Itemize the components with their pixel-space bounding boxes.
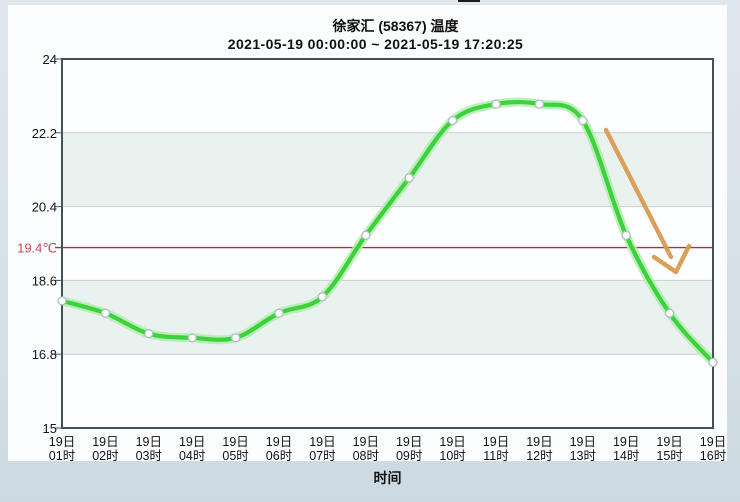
x-tick-label: 19日 05时 [222, 435, 249, 463]
y-tick-label: 20.4 [32, 200, 57, 215]
data-point-marker [361, 230, 371, 240]
data-point-marker [317, 292, 328, 302]
chart-title: 徐家汇 (58367) 温度 [332, 18, 459, 34]
x-tick-label: 19日 03时 [136, 435, 163, 463]
arrow-shaft [603, 127, 674, 260]
threshold-group: 19.4℃ [17, 241, 713, 256]
y-tick-label: 24 [43, 52, 57, 67]
x-tick-label: 19日 12时 [526, 435, 553, 463]
x-tick-label: 19日 15时 [656, 435, 683, 463]
data-point-marker [230, 333, 241, 343]
data-point-marker [708, 357, 718, 368]
y-tick-label: 22.2 [32, 126, 57, 141]
x-tick-label: 19日 01时 [49, 435, 76, 463]
x-tick-label: 19日 06时 [266, 435, 293, 463]
y-axis-grid-and-labels: 24 22.2 20.4 18.6 16.8 15 [32, 52, 713, 436]
plot-frame [61, 58, 714, 429]
y-tick-label: 18.6 [32, 273, 57, 288]
y-tick-label: 16.8 [32, 347, 57, 362]
x-tick-label: 19日 08时 [353, 435, 380, 463]
data-point-marker [534, 99, 545, 109]
data-point-marker [144, 329, 154, 339]
x-tick-label: 19日 07时 [309, 435, 336, 463]
threshold-label: 19.4℃ [17, 241, 57, 256]
chart-time-range-subtitle: 2021-05-19 00:00:00 ~ 2021-05-19 17:20:2… [227, 36, 524, 52]
arrow-head [651, 243, 692, 275]
data-point-markers [57, 99, 718, 368]
x-tick-label: 19日 14时 [613, 435, 640, 463]
data-point-marker [664, 308, 675, 318]
x-tick-label: 19日 04时 [179, 435, 206, 463]
data-point-marker [621, 230, 631, 240]
data-point-marker [100, 308, 111, 318]
x-axis-title: 时间 [373, 470, 402, 486]
data-point-marker [57, 296, 67, 306]
x-tick-label: 19日 02时 [92, 435, 119, 463]
data-point-marker [404, 173, 414, 183]
x-tick-label: 19日 16时 [700, 435, 727, 463]
x-tick-label: 19日 10时 [439, 435, 466, 463]
temperature-line [59, 99, 716, 365]
data-point-marker [578, 115, 588, 126]
x-axis-tick-labels: 19日 01时 19日 02时 19日 03时 19日 04时 19日 05时 19日 06时 19日 0… [49, 435, 727, 463]
data-point-marker [274, 308, 284, 318]
x-tick-label: 19日 09时 [396, 435, 423, 463]
x-tick-label: 19日 11时 [483, 435, 509, 463]
data-point-marker [491, 99, 501, 109]
x-tick-label: 19日 13时 [570, 435, 597, 463]
data-point-marker [447, 115, 458, 126]
trend-arrow-annotation [603, 127, 692, 275]
y-tick-label: 15 [43, 421, 57, 436]
plot-bands [62, 59, 713, 428]
data-point-marker [187, 333, 197, 343]
top-edge-artifact-line [458, 0, 480, 2]
